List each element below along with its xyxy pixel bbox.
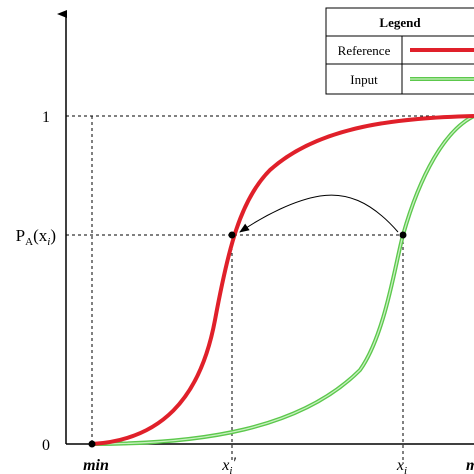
label-part: i [47,236,50,248]
label-part: ) [50,226,56,245]
y-top-label: 1 [42,109,50,126]
y-bottom-label: 0 [42,437,50,454]
point [399,231,407,239]
legend-title: Legend [379,15,421,30]
x-mapped-label: xi' [221,455,236,474]
input-curve [91,114,474,446]
x-max-label: max [466,457,474,474]
label-part: ' [232,455,236,472]
label-part: (x [33,226,48,245]
point [88,440,96,448]
y-level-label: PA(xi) [16,226,56,248]
x-input-label: xi [396,457,407,474]
x-min-label: min [83,457,109,474]
point [228,231,236,239]
legend-entry: Input [350,72,378,87]
label-part: i [229,465,232,474]
label-part: i [404,465,407,474]
label-part: x [221,457,229,474]
legend: Legend Reference Input [325,7,474,95]
legend-entry: Reference [338,43,391,58]
label-part: x [396,457,404,474]
mapping-arrow [239,194,399,233]
label-part: A [25,236,33,248]
input-curve-inner [91,115,474,445]
reference-curve [91,114,474,446]
label-part: P [16,226,25,245]
